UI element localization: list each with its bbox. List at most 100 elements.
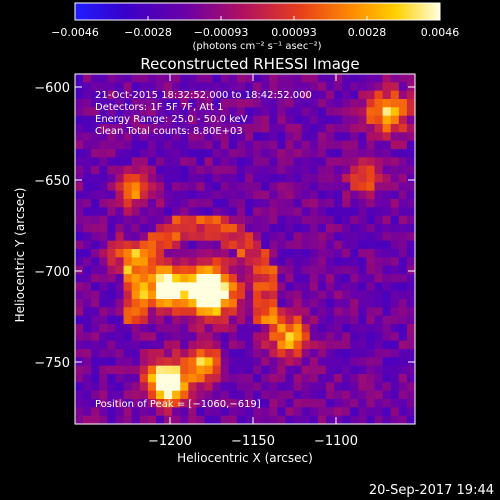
heatmap-cell (188, 274, 198, 283)
heatmap-cell (91, 265, 100, 275)
heatmap-cell (342, 407, 351, 417)
heatmap-cell (325, 274, 335, 283)
heatmap-cell (325, 265, 335, 275)
heatmap-cell (236, 357, 246, 367)
heatmap-cell (107, 415, 117, 425)
heatmap-cell (269, 124, 278, 133)
heatmap-cell (164, 349, 173, 358)
heatmap-cell (325, 349, 335, 358)
heatmap-cell (358, 224, 368, 233)
heatmap-cell (374, 115, 384, 125)
heatmap-cell (115, 190, 125, 200)
heatmap-cell (236, 240, 246, 250)
heatmap-cell (269, 174, 278, 183)
heatmap-cell (325, 340, 335, 350)
heatmap-cell (172, 82, 181, 92)
heatmap-cell (196, 182, 206, 192)
heatmap-cell (115, 274, 125, 283)
heatmap-cell (366, 140, 376, 150)
heatmap-cell (374, 90, 384, 100)
heatmap-cell (91, 190, 100, 200)
heatmap-cell (269, 224, 278, 233)
heatmap-cell (334, 182, 343, 192)
heatmap-cell (212, 390, 222, 400)
heatmap-cell (342, 357, 351, 367)
heatmap-cell (334, 274, 343, 283)
heatmap-cell (180, 224, 189, 233)
heatmap-cell (139, 299, 149, 308)
heatmap-cell (204, 215, 214, 225)
heatmap-cell (334, 240, 343, 250)
plot-title: Reconstructed RHESSI Image (140, 55, 359, 73)
heatmap-cell (342, 174, 351, 183)
heatmap-cell (317, 265, 327, 275)
heatmap-cell (107, 132, 117, 142)
heatmap-cell (245, 249, 254, 258)
heatmap-cell (366, 132, 376, 142)
heatmap-cell (172, 99, 181, 108)
heatmap-cell (99, 107, 108, 117)
heatmap-cell (164, 282, 173, 292)
heatmap-cell (350, 249, 359, 258)
heatmap-cell (398, 374, 408, 383)
heatmap-cell (309, 174, 319, 183)
heatmap-cell (155, 140, 165, 150)
heatmap-cell (301, 390, 311, 400)
heatmap-cell (334, 249, 343, 258)
heatmap-cell (236, 415, 246, 425)
heatmap-cell (83, 340, 92, 350)
heatmap-cell (123, 149, 133, 158)
heatmap-cell (83, 240, 92, 250)
heatmap-cell (253, 115, 262, 125)
heatmap-cell (75, 324, 84, 333)
heatmap-cell (398, 399, 408, 408)
heatmap-cell (334, 332, 343, 342)
heatmap-cell (245, 315, 254, 325)
heatmap-cell (293, 240, 303, 250)
heatmap-cell (107, 165, 117, 175)
heatmap-cell (358, 240, 368, 250)
heatmap-cell (245, 324, 254, 333)
heatmap-cell (139, 90, 149, 100)
heatmap-cell (131, 257, 141, 267)
heatmap-cell (172, 349, 181, 358)
heatmap-cell (83, 149, 92, 158)
heatmap-cell (261, 390, 270, 400)
heatmap-cell (374, 149, 384, 158)
heatmap-cell (139, 340, 149, 350)
heatmap-cell (155, 340, 165, 350)
heatmap-cell (390, 324, 400, 333)
heatmap-cell (91, 374, 100, 383)
x-tick-label: −1200 (148, 434, 192, 449)
heatmap-cell (285, 290, 295, 300)
heatmap-cell (228, 407, 238, 417)
heatmap-cell (406, 132, 416, 142)
heatmap-cell (123, 415, 133, 425)
heatmap-cell (253, 107, 262, 117)
heatmap-cell (301, 132, 311, 142)
heatmap-cell (147, 182, 157, 192)
heatmap-cell (123, 290, 133, 300)
heatmap-cell (245, 140, 254, 150)
heatmap-cell (123, 99, 133, 108)
heatmap-cell (196, 115, 206, 125)
heatmap-cell (269, 199, 278, 208)
heatmap-cell (309, 299, 319, 308)
heatmap-cell (309, 240, 319, 250)
heatmap-cell (83, 299, 92, 308)
heatmap-cell (277, 82, 287, 92)
heatmap-cell (261, 415, 270, 425)
heatmap-cell (139, 232, 149, 242)
heatmap-cell (147, 324, 157, 333)
heatmap-cell (317, 399, 327, 408)
heatmap-cell (164, 149, 173, 158)
heatmap-cell (366, 207, 376, 217)
heatmap-cell (115, 149, 125, 158)
heatmap-cell (261, 382, 270, 392)
heatmap-cell (155, 382, 165, 392)
heatmap-cell (164, 124, 173, 133)
heatmap-cell (236, 390, 246, 400)
heatmap-cell (366, 99, 376, 108)
colorbar: −0.0046 −0.0028 −0.00093 0.00093 0.0028 0.004… (51, 2, 459, 52)
heatmap-cell (358, 90, 368, 100)
